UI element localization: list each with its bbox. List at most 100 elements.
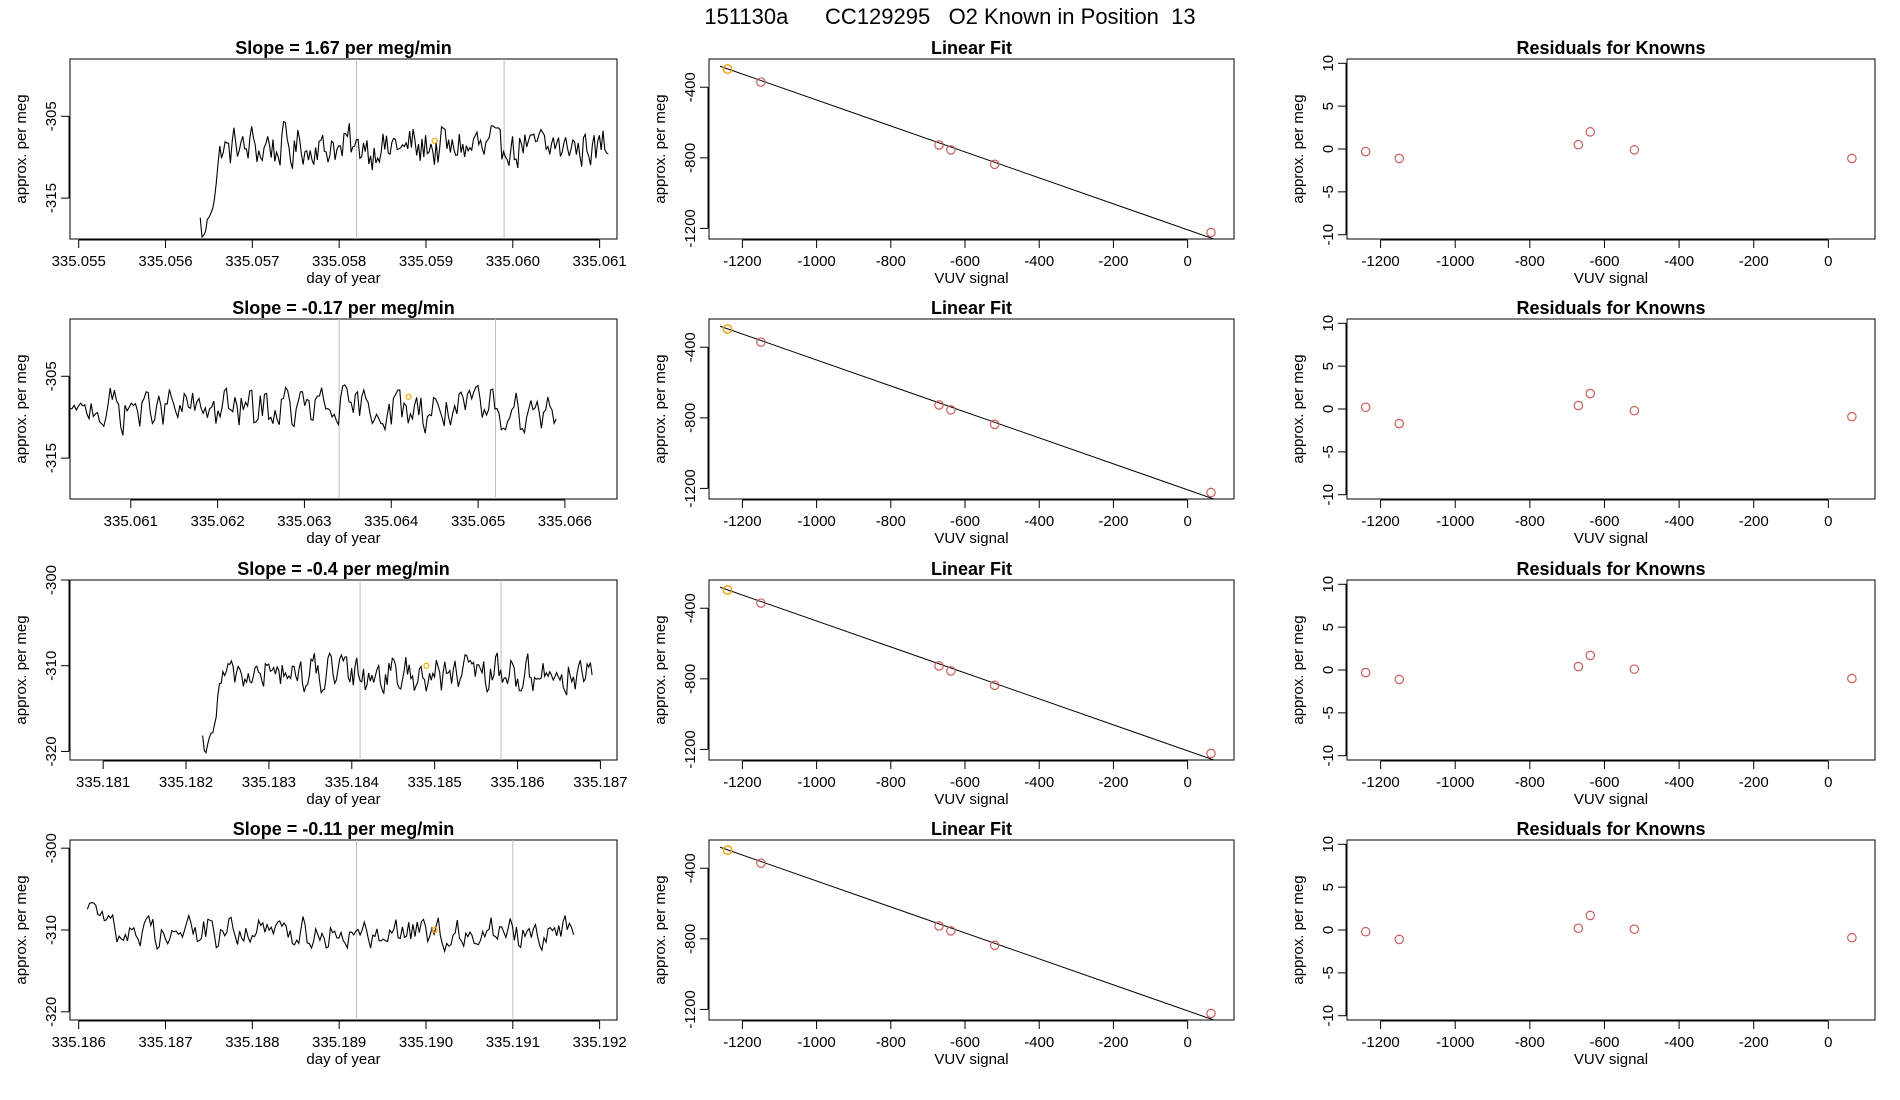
x-tick-label: 335.192 — [573, 1034, 627, 1051]
x-tick-label: 335.064 — [364, 513, 418, 530]
x-tick-label: -800 — [1515, 774, 1545, 791]
y-axis: -400 -800 -1200 — [682, 72, 709, 248]
x-tick-label: -600 — [1589, 1034, 1619, 1051]
x-axis-label: VUV signal — [934, 270, 1008, 287]
x-axis: -1200 -1000 -800 -600 -400 -200 0 — [723, 1020, 1192, 1051]
x-tick-label: 335.188 — [225, 1034, 279, 1051]
y-axis: -400 -800 -1200 — [682, 593, 709, 769]
orange-marker — [722, 845, 733, 855]
series-line — [199, 120, 609, 239]
y-tick-label: 10 — [1320, 836, 1337, 853]
x-tick-label: -400 — [1024, 1034, 1054, 1051]
x-tick-label: -1200 — [1361, 1034, 1399, 1051]
plot-area — [1360, 910, 1857, 945]
known-point — [1629, 405, 1640, 416]
x-tick-label: -1200 — [723, 1034, 761, 1051]
plot-area — [719, 324, 1216, 499]
x-tick-label: -800 — [876, 513, 906, 530]
known-point — [1629, 145, 1640, 155]
x-tick-label: -600 — [950, 253, 980, 270]
fit-line — [719, 846, 1216, 1020]
y-axis-label: approx. per meg — [1290, 615, 1307, 724]
x-axis: 335.181 335.182 335.183 335.184 335.185 335.1… — [76, 760, 628, 791]
known-point — [934, 140, 944, 150]
plot-frame — [69, 58, 618, 240]
y-axis-label: approx. per meg — [652, 875, 669, 984]
known-point — [1360, 667, 1371, 678]
x-axis: -1200 -1000 -800 -600 -400 -200 0 — [1361, 1020, 1833, 1051]
orange-marker — [423, 662, 430, 669]
panel-title: Residuals for Knowns — [1516, 298, 1705, 318]
known-point — [1847, 932, 1857, 943]
known-point — [1360, 926, 1371, 937]
x-axis: -1200 -1000 -800 -600 -400 -200 0 — [1361, 499, 1833, 530]
x-tick-label: 335.186 — [490, 774, 544, 791]
x-tick-label: -600 — [1589, 513, 1619, 530]
y-tick-label: -1200 — [682, 469, 699, 507]
x-tick-label: -800 — [876, 774, 906, 791]
x-tick-label: -600 — [950, 774, 980, 791]
known-point — [1573, 923, 1584, 934]
known-point — [1394, 418, 1405, 429]
y-axis-label: approx. per meg — [1290, 354, 1307, 463]
plot-area — [719, 845, 1216, 1020]
y-tick-label: -1200 — [682, 730, 699, 768]
x-tick-label: 335.189 — [312, 1034, 366, 1051]
known-point — [1585, 127, 1596, 137]
y-tick-label: -400 — [682, 72, 699, 102]
x-tick-label: 335.055 — [52, 253, 106, 270]
panel-title: Linear Fit — [931, 38, 1012, 58]
x-tick-label: -200 — [1739, 774, 1769, 791]
x-axis: -1200 -1000 -800 -600 -400 -200 0 — [1361, 239, 1833, 270]
x-axis-label: VUV signal — [1574, 1051, 1648, 1068]
x-tick-label: 335.057 — [225, 253, 279, 270]
x-tick-label: 335.187 — [573, 774, 627, 791]
known-point — [1394, 153, 1405, 164]
y-tick-label: -300 — [43, 833, 60, 863]
x-axis-label: VUV signal — [1574, 270, 1648, 287]
known-point — [1585, 650, 1596, 661]
known-point — [1394, 674, 1405, 685]
y-tick-label: -800 — [682, 664, 699, 694]
y-tick-label: 5 — [1320, 623, 1337, 631]
plot-area — [1360, 127, 1857, 164]
x-tick-label: 0 — [1824, 253, 1832, 270]
y-tick-label: -300 — [43, 565, 60, 595]
known-point — [1206, 1008, 1216, 1019]
y-tick-label: -800 — [682, 924, 699, 954]
x-tick-label: -1000 — [1436, 1034, 1474, 1051]
x-tick-label: 0 — [1824, 513, 1832, 530]
y-tick-label: 0 — [1320, 405, 1337, 413]
x-axis: 335.055 335.056 335.057 335.058 335.059 335.0… — [52, 239, 627, 270]
x-tick-label: -1000 — [797, 774, 835, 791]
y-tick-label: -305 — [43, 361, 60, 391]
known-point — [989, 159, 1000, 170]
x-axis: -1200 -1000 -800 -600 -400 -200 0 — [723, 760, 1192, 791]
x-axis-label: VUV signal — [1574, 530, 1648, 547]
y-axis-label: approx. per meg — [13, 354, 30, 463]
x-axis-label: day of year — [306, 791, 380, 808]
x-tick-label: -600 — [950, 513, 980, 530]
plot-frame — [69, 318, 618, 500]
x-tick-label: -200 — [1098, 253, 1128, 270]
known-point — [1394, 934, 1405, 945]
x-tick-label: 335.183 — [242, 774, 296, 791]
plot-frame — [69, 839, 618, 1021]
y-axis: 10 5 0 -5 -10 — [1320, 836, 1347, 1027]
known-point — [989, 419, 1000, 430]
x-tick-label: 0 — [1183, 253, 1191, 270]
x-tick-label: -1000 — [797, 253, 835, 270]
panel-title: Linear Fit — [931, 559, 1012, 579]
y-tick-label: -800 — [682, 403, 699, 433]
y-tick-label: -305 — [43, 101, 60, 131]
y-tick-label: 5 — [1320, 102, 1337, 110]
known-point — [756, 337, 766, 347]
y-axis: 10 5 0 -5 -10 — [1320, 576, 1347, 767]
x-tick-label: -400 — [1024, 774, 1054, 791]
orange-marker — [431, 137, 438, 144]
x-axis-label: VUV signal — [934, 1051, 1008, 1068]
